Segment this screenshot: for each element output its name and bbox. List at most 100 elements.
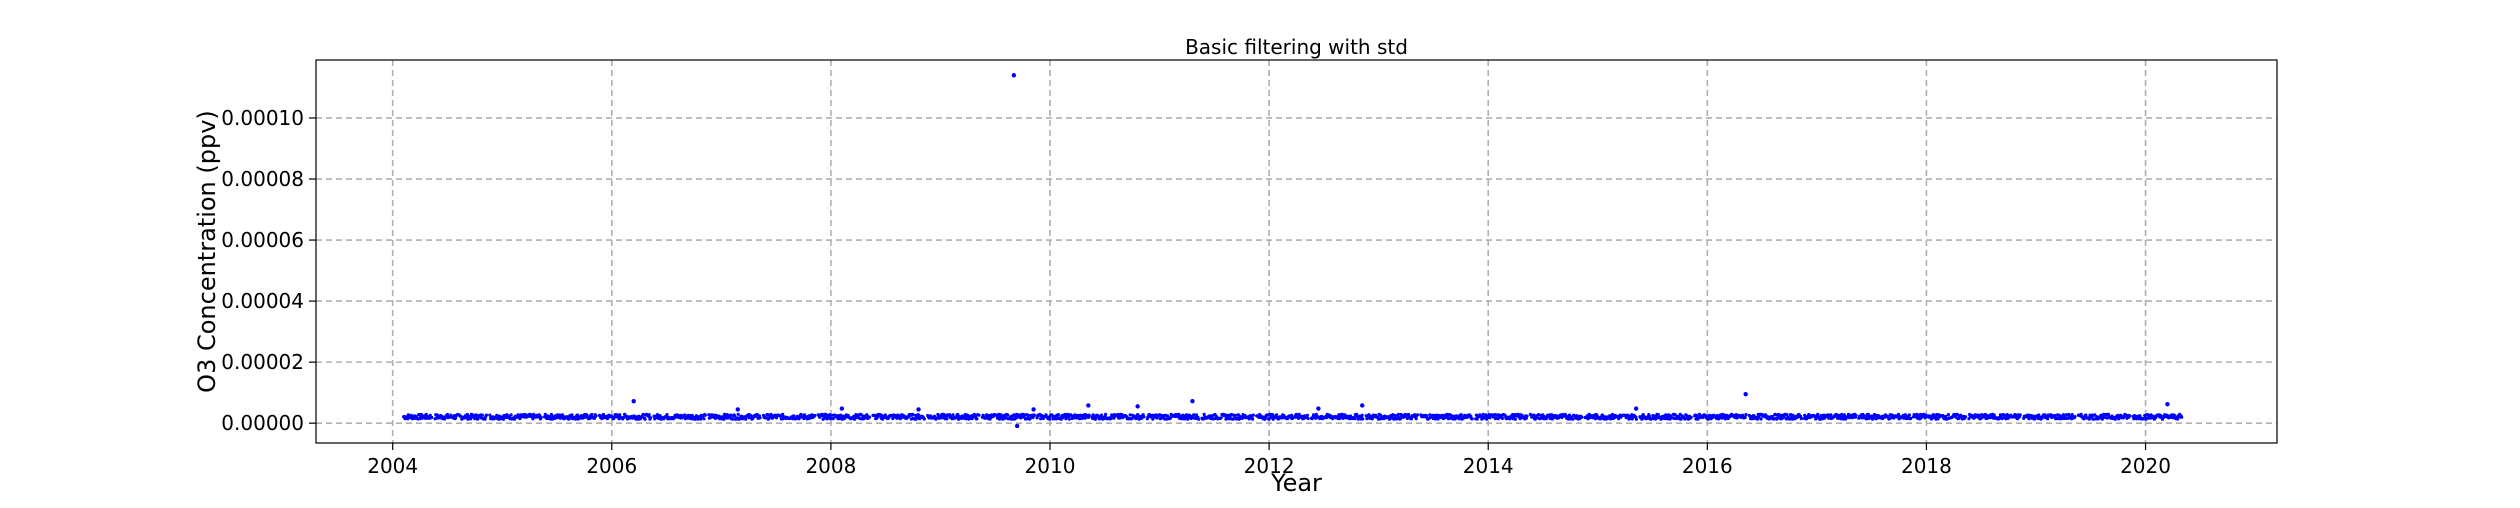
outlier-point: [916, 407, 921, 412]
data-point: [1684, 413, 1688, 417]
data-point: [1104, 412, 1108, 416]
data-point: [822, 417, 826, 421]
data-point: [703, 413, 707, 417]
data-point: [570, 413, 574, 417]
data-points: [402, 73, 2184, 429]
data-point: [975, 417, 979, 421]
x-tick-label: 2020: [2120, 454, 2171, 478]
data-point: [702, 417, 706, 421]
data-point: [2018, 413, 2022, 417]
data-point: [1826, 413, 1830, 417]
data-point: [1664, 413, 1668, 417]
data-point: [454, 416, 458, 420]
plot-frame: [315, 59, 2278, 444]
y-tick-label: 0.00008: [221, 167, 304, 191]
data-point: [2027, 417, 2031, 421]
data-point: [1032, 413, 1036, 418]
data-point: [1909, 416, 1913, 420]
outlier-point: [1190, 398, 1195, 404]
outlier-point: [2165, 402, 2170, 407]
data-point: [1393, 414, 1397, 418]
data-point: [731, 417, 735, 421]
x-tick-label: 2014: [1463, 454, 1514, 478]
data-point: [1270, 413, 1275, 417]
data-point: [1469, 414, 1473, 418]
data-point: [474, 413, 478, 417]
data-point: [600, 417, 604, 421]
x-tick-label: 2006: [586, 454, 637, 478]
data-point: [419, 412, 423, 417]
x-tick-label: 2008: [805, 454, 856, 478]
outlier-point: [1014, 423, 1020, 429]
data-point: [1142, 415, 1146, 419]
data-point: [813, 413, 817, 418]
data-point: [1275, 413, 1279, 417]
outlier-point: [839, 406, 845, 411]
data-point: [1481, 412, 1485, 416]
outlier-point: [1086, 403, 1091, 408]
data-point: [936, 412, 940, 417]
data-point: [1759, 417, 1763, 421]
data-point: [2073, 415, 2077, 419]
data-point: [729, 413, 733, 417]
data-point: [539, 415, 543, 419]
y-axis-label: O3 Concentration (ppv): [193, 110, 221, 393]
data-point: [1233, 413, 1238, 417]
x-tick-label: 2010: [1025, 454, 1076, 478]
outlier-point: [1011, 73, 1017, 78]
data-point: [956, 412, 960, 417]
outlier-point: [1135, 404, 1140, 409]
data-point: [1181, 413, 1185, 417]
data-point: [1370, 417, 1374, 421]
data-point: [480, 413, 484, 417]
data-point: [1896, 412, 1901, 416]
data-point: [618, 413, 622, 417]
data-point: [1634, 417, 1638, 421]
data-point: [531, 417, 535, 421]
outlier-point: [1633, 406, 1639, 411]
data-point: [2087, 417, 2091, 421]
data-point: [1459, 413, 1463, 417]
data-point: [808, 416, 812, 420]
data-point: [649, 416, 653, 420]
data-point: [1513, 417, 1517, 421]
data-point: [2067, 412, 2071, 417]
data-point: [1415, 413, 1420, 417]
data-point: [1305, 413, 1309, 417]
data-point: [1067, 417, 1071, 421]
data-point: [951, 413, 955, 417]
data-point: [1532, 413, 1536, 417]
data-point: [1006, 413, 1010, 417]
data-point: [945, 417, 949, 421]
data-point: [792, 414, 796, 418]
data-point: [1782, 415, 1786, 419]
data-point: [707, 413, 711, 417]
data-point: [2176, 417, 2180, 421]
data-point: [483, 417, 487, 421]
data-point: [1396, 412, 1400, 416]
x-tick-label: 2018: [1901, 454, 1952, 478]
data-point: [977, 413, 981, 417]
data-point: [1026, 413, 1030, 418]
data-point: [766, 413, 770, 417]
data-point: [1946, 413, 1950, 417]
data-point: [964, 417, 968, 421]
data-point: [867, 415, 872, 419]
data-point: [1967, 417, 1971, 421]
y-tick-label: 0.00002: [221, 350, 304, 374]
data-point: [1219, 416, 1223, 420]
data-point: [768, 416, 772, 420]
x-axis-label: Year: [1270, 469, 1322, 497]
data-point: [1903, 413, 1907, 417]
data-point: [1183, 417, 1187, 421]
data-point: [1500, 416, 1504, 420]
data-point: [1854, 413, 1858, 417]
data-point: [558, 413, 562, 417]
data-point: [484, 413, 488, 417]
axis-ticks: 2004 2006 2008 2010 2012 2014 2016 2018 2020 0.00…: [221, 106, 2171, 478]
x-tick-label: 2016: [1682, 454, 1733, 478]
data-point: [1341, 416, 1345, 420]
y-tick-label: 0.00010: [221, 106, 304, 130]
data-point: [424, 412, 428, 416]
data-point: [1641, 413, 1645, 417]
